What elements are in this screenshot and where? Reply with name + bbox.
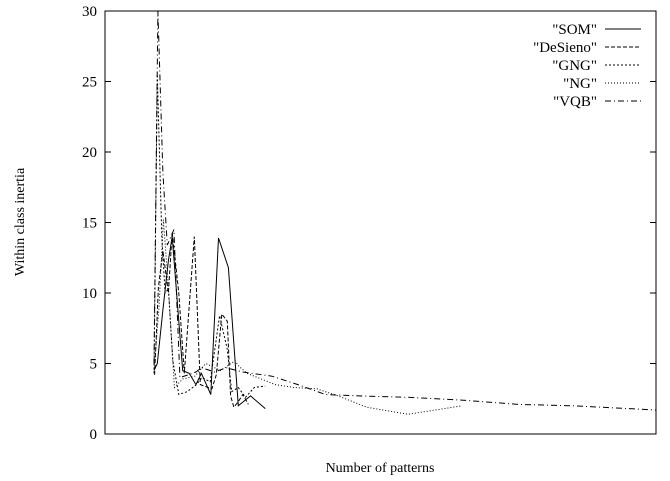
- series-line-0: [153, 236, 266, 409]
- x-axis-title: Number of patterns: [326, 461, 435, 476]
- y-axis-tick-labels: 0 5 10 15 20 25 30: [82, 4, 97, 443]
- plot-frame: [104, 10, 657, 435]
- series-line-3: [154, 219, 463, 415]
- y-tick-label: 15: [82, 216, 97, 232]
- y-tick-label: 20: [82, 145, 97, 161]
- legend: "SOM" "DeSieno" "GNG" "NG" "VQB": [533, 22, 641, 110]
- y-axis-ticks: [105, 10, 656, 435]
- series-line-2: [153, 74, 266, 399]
- y-axis-title: Within class inertia: [13, 167, 28, 276]
- y-tick-label: 5: [90, 357, 98, 373]
- y-tick-label: 25: [82, 75, 97, 91]
- y-tick-label: 30: [82, 4, 97, 20]
- legend-label-4: "VQB": [553, 94, 597, 110]
- legend-label-0: "SOM": [552, 22, 597, 38]
- series-line-1: [154, 232, 249, 409]
- y-tick-label: 0: [90, 427, 98, 443]
- legend-label-2: "GNG": [552, 58, 597, 74]
- y-tick-label: 10: [82, 286, 97, 302]
- series-layer: [153, 10, 657, 415]
- legend-label-3: "NG": [563, 76, 597, 92]
- legend-label-1: "DeSieno": [533, 40, 597, 56]
